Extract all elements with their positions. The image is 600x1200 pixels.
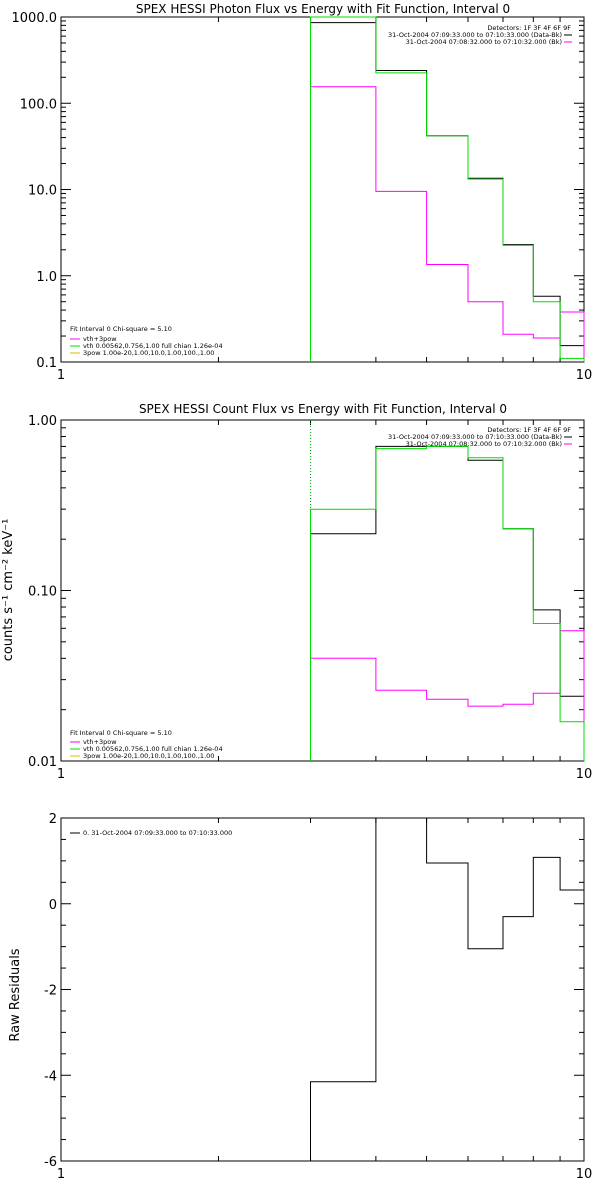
count-x-tick-label: 10 [576,767,593,782]
count-legend-3pow: 3pow 1.00e-20,1.00,10.0,1.00,100.,1.00 [83,752,214,760]
resid-y-tick-label: 2 [49,812,57,827]
photon-x-tick-label: 1 [57,368,65,383]
count-legend-detectors: Detectors: 1F 3F 4F 6F 9F [487,426,571,434]
count-legend-bk: 31-Oct-2004 07:08:32.000 to 07:10:32.000… [406,440,562,448]
resid-y-tick-label: -6 [44,1155,57,1170]
photon-legend-3pow: 3pow 1.00e-20,1.00,10.0,1.00,100.,1.00 [83,349,214,357]
photon-y-tick-label: 1000.0 [12,11,58,26]
count-legend-data-bk: 31-Oct-2004 07:09:33.000 to 07:10:33.000… [388,433,562,441]
count-y-axis-title: counts s⁻¹ cm⁻² keV⁻¹ [1,519,16,662]
count-y-tick-label: 0.01 [28,755,57,770]
count-y-tick-label: 1.00 [28,414,57,429]
resid-x-tick-label: 10 [576,1167,593,1182]
count-fit-label: Fit Interval 0 Chi-square = 5.10 [70,729,172,737]
photon-y-tick-label: 100.0 [20,97,57,112]
photon-flux-panel: SPEX HESSI Photon Flux vs Energy with Fi… [12,2,593,383]
resid-legend-label: 0. 31-Oct-2004 07:09:33.000 to 07:10:33.… [83,829,232,837]
photon-y-tick-label: 10.0 [28,184,57,199]
count-y-tick-label: 0.10 [28,585,57,600]
photon-legend-bk: 31-Oct-2004 07:08:32.000 to 07:10:32.000… [406,38,562,46]
residuals-panel: -6 -4 -2 0 2 1 10 0. 31-Oct-2004 07:09:33.000 … [8,812,592,1182]
count-panel-title: SPEX HESSI Count Flux vs Energy with Fit… [139,402,507,416]
photon-legend-vth-3pow: vth+3pow [83,335,117,343]
count-legend-vth: vth 0.00562,0.756,1.00 full chian 1.26e-… [83,745,223,753]
resid-y-tick-label: -2 [44,984,57,999]
photon-legend-data-bk: 31-Oct-2004 07:09:33.000 to 07:10:33.000… [388,31,562,39]
photon-y-tick-label: 0.1 [36,356,57,371]
resid-y-tick-label: -4 [44,1069,57,1084]
photon-y-tick-label: 1.0 [36,270,57,285]
count-series-vth-3pow [310,445,585,761]
count-x-tick-label: 1 [57,767,65,782]
photon-x-tick-label: 10 [576,368,593,383]
photon-panel-title: SPEX HESSI Photon Flux vs Energy with Fi… [136,2,510,16]
photon-legend-detectors: Detectors: 1F 3F 4F 6F 9F [487,24,571,32]
photon-series-vth-3pow [310,16,585,362]
count-flux-panel: SPEX HESSI Count Flux vs Energy with Fit… [1,402,592,782]
resid-series-0-31-oct-2004-07-09-33-000-to-07-10-33-000 [310,817,584,1161]
photon-legend-vth: vth 0.00562,0.756,1.00 full chian 1.26e-… [83,342,223,350]
photon-fit-label: Fit Interval 0 Chi-square = 5.10 [70,325,172,333]
resid-y-tick-label: 0 [49,898,57,913]
resid-y-axis-title: Raw Residuals [8,948,23,1041]
resid-x-tick-label: 1 [57,1167,65,1182]
count-legend-vth-3pow: vth+3pow [83,738,117,746]
